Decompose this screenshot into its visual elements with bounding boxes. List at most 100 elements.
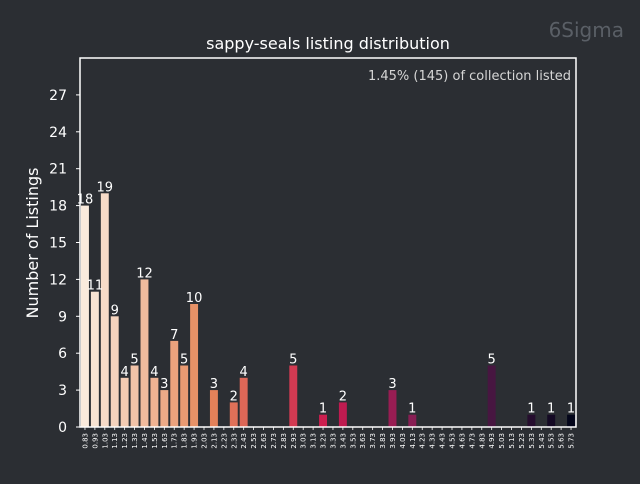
x-tick-label-1.33: 1.33 (131, 433, 139, 449)
bar-label-1.33: 5 (130, 353, 138, 368)
bar-label-4.13: 1 (408, 402, 416, 417)
x-tick-label-5.13: 5.13 (508, 433, 516, 449)
y-tick-label-3: 3 (58, 383, 67, 399)
x-tick-label-1.23: 1.23 (121, 433, 129, 449)
y-tick-label-27: 27 (49, 88, 67, 104)
x-tick-label-3.93: 3.93 (389, 433, 397, 449)
x-tick-label-3.83: 3.83 (379, 433, 387, 449)
bar-label-0.93: 11 (87, 279, 104, 294)
bar-2.43 (239, 377, 248, 427)
bar-2.93 (289, 365, 298, 427)
bar-label-1.53: 4 (150, 365, 158, 380)
bars-group (80, 193, 576, 427)
x-tick-label-2.13: 2.13 (210, 433, 218, 449)
watermark: 6Sigma (549, 18, 624, 42)
bar-1.23 (120, 377, 129, 427)
x-tick-label-1.93: 1.93 (191, 433, 199, 449)
x-tick-label-4.93: 4.93 (488, 433, 496, 449)
y-tick-label-18: 18 (49, 199, 67, 215)
bar-5.73 (567, 414, 576, 427)
y-tick-label-24: 24 (49, 125, 67, 141)
x-tick-label-4.03: 4.03 (399, 433, 407, 449)
bar-5.33 (527, 414, 536, 427)
bar-3.93 (388, 390, 397, 427)
bar-label-0.83: 18 (77, 193, 94, 208)
x-tick-label-3.13: 3.13 (310, 433, 318, 449)
bar-label-2.93: 5 (289, 353, 297, 368)
bar-2.33 (229, 402, 238, 427)
bar-label-1.73: 7 (170, 328, 178, 343)
bar-label-4.93: 5 (488, 353, 496, 368)
x-tick-label-2.43: 2.43 (240, 433, 248, 449)
bar-label-1.23: 4 (120, 365, 128, 380)
x-tick-label-4.73: 4.73 (468, 433, 476, 449)
x-ticks-group: 0.83 0.93 1.03 1.13 1.23 1.33 1.43 1.53 1.63 1.73… (81, 427, 576, 449)
y-tick-label-9: 9 (58, 309, 67, 325)
x-tick-label-3.53: 3.53 (349, 433, 357, 449)
bar-0.83 (80, 205, 89, 427)
x-tick-label-5.73: 5.73 (568, 433, 576, 449)
chart-title: sappy-seals listing distribution (206, 34, 450, 53)
x-tick-label-5.63: 5.63 (558, 433, 566, 449)
x-tick-label-2.63: 2.63 (260, 433, 268, 449)
bar-label-1.13: 9 (111, 303, 119, 318)
bar-1.03 (100, 193, 109, 427)
bar-2.13 (209, 390, 218, 427)
x-tick-label-3.63: 3.63 (359, 433, 367, 449)
bar-label-1.03: 19 (97, 180, 114, 195)
x-tick-label-4.23: 4.23 (419, 433, 427, 449)
bar-label-3.43: 2 (339, 389, 347, 404)
bar-3.23 (319, 414, 328, 427)
bar-0.93 (90, 291, 99, 427)
x-tick-label-2.83: 2.83 (280, 433, 288, 449)
bar-1.63 (160, 390, 169, 427)
x-tick-label-2.53: 2.53 (250, 433, 258, 449)
x-tick-label-4.53: 4.53 (449, 433, 457, 449)
x-tick-label-4.63: 4.63 (458, 433, 466, 449)
bar-1.33 (130, 365, 139, 427)
bar-5.53 (547, 414, 556, 427)
bar-1.53 (150, 377, 159, 427)
bar-4.93 (487, 365, 496, 427)
y-tick-label-21: 21 (49, 162, 67, 178)
bar-1.83 (180, 365, 189, 427)
bar-label-2.33: 2 (230, 389, 238, 404)
x-tick-label-2.73: 2.73 (270, 433, 278, 449)
x-tick-label-0.83: 0.83 (81, 433, 89, 449)
x-tick-label-4.83: 4.83 (478, 433, 486, 449)
bar-label-5.53: 1 (547, 402, 555, 417)
x-tick-label-4.43: 4.43 (439, 433, 447, 449)
bar-label-3.23: 1 (319, 402, 327, 417)
x-tick-label-2.23: 2.23 (220, 433, 228, 449)
x-tick-label-1.13: 1.13 (111, 433, 119, 449)
x-tick-label-5.43: 5.43 (538, 433, 546, 449)
x-tick-label-3.43: 3.43 (339, 433, 347, 449)
listed-annotation: 1.45% (145) of collection listed (368, 69, 571, 84)
x-tick-label-5.03: 5.03 (498, 433, 506, 449)
bar-3.43 (338, 402, 347, 427)
x-tick-label-1.63: 1.63 (161, 433, 169, 449)
x-tick-label-1.53: 1.53 (151, 433, 159, 449)
bar-label-3.93: 3 (388, 377, 396, 392)
y-tick-label-0: 0 (58, 420, 67, 436)
x-tick-label-4.13: 4.13 (409, 433, 417, 449)
bar-1.73 (170, 340, 179, 427)
x-tick-label-1.03: 1.03 (101, 433, 109, 449)
bar-label-1.83: 5 (180, 353, 188, 368)
plot-frame (79, 57, 577, 428)
bar-1.93 (190, 304, 199, 427)
bar-label-5.73: 1 (567, 402, 575, 417)
x-tick-label-3.73: 3.73 (369, 433, 377, 449)
bar-4.13 (408, 414, 417, 427)
bar-label-2.43: 4 (240, 365, 248, 380)
x-tick-label-5.33: 5.33 (528, 433, 536, 449)
x-tick-label-1.43: 1.43 (141, 433, 149, 449)
x-tick-label-2.33: 2.33 (230, 433, 238, 449)
bar-label-1.93: 10 (186, 291, 203, 306)
bar-label-5.33: 1 (527, 402, 535, 417)
x-tick-label-2.93: 2.93 (290, 433, 298, 449)
bar-1.43 (140, 279, 149, 427)
x-tick-label-1.73: 1.73 (171, 433, 179, 449)
